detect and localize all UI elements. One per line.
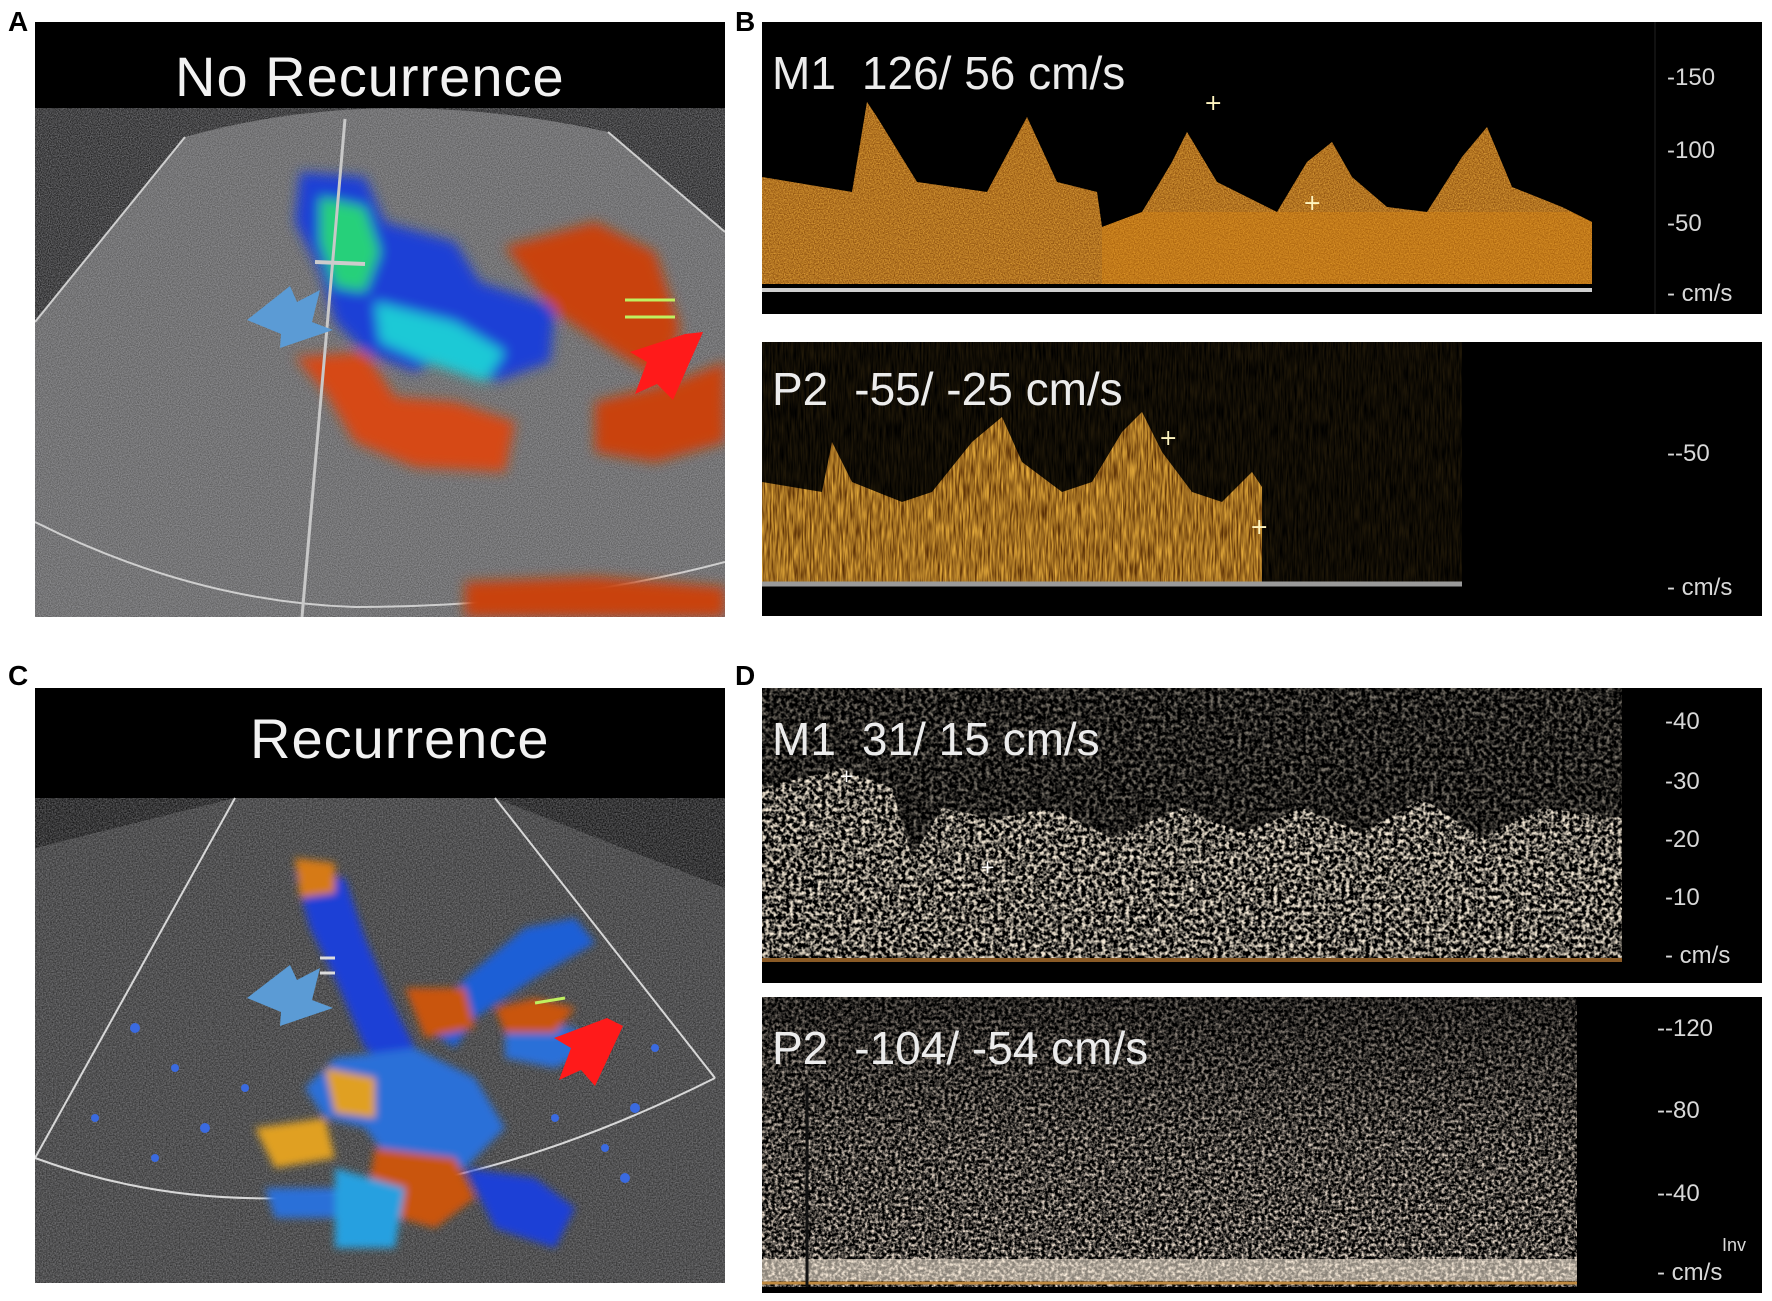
scale-tick-d-p2-2: --40 — [1657, 1180, 1700, 1207]
panel-title-a: No Recurrence — [175, 45, 565, 108]
doppler-waveform-d-p2 — [762, 997, 1762, 1293]
svg-text:+: + — [839, 766, 854, 787]
scale-tick-b-m1-1: -100 — [1667, 137, 1716, 164]
vessel-name-b-m1: M1 — [772, 47, 836, 99]
color-flow-c — [255, 858, 595, 1248]
panel-letter-b: B — [735, 6, 756, 37]
color-flow-a — [295, 172, 725, 617]
scale-tick-d-p2-1: --80 — [1657, 1097, 1700, 1124]
scale-tick-d-m1-4: - cm/s — [1665, 942, 1731, 969]
ultrasound-image-c — [35, 797, 725, 1283]
scale-tick-b-p2-1: - cm/s — [1667, 574, 1733, 601]
scale-tick-d-p2-3: Inv — [1722, 1235, 1747, 1255]
scale-tick-d-m1-3: -10 — [1665, 884, 1700, 911]
doppler-panel-b-p2: + + P2 -55/ -25 cm/s --50 - cm/s — [762, 342, 1762, 616]
doppler-waveform-b-p2: + + — [762, 342, 1462, 587]
doppler-label-d-p2: P2 -104/ -54 cm/s — [772, 1021, 1174, 1075]
scale-tick-d-m1-2: -20 — [1665, 826, 1700, 853]
doppler-label-b-p2: P2 -55/ -25 cm/s — [772, 362, 1149, 416]
svg-text:+: + — [1303, 191, 1321, 216]
doppler-label-b-m1: M1 126/ 56 cm/s — [772, 46, 1151, 100]
doppler-waveform-d-m1: + + — [762, 688, 1622, 962]
doppler-panel-d-p2: P2 -104/ -54 cm/s --120 --80 --40 Inv - c… — [762, 997, 1762, 1293]
panel-title-c: Recurrence — [250, 707, 550, 770]
scale-tick-d-m1-0: -40 — [1665, 708, 1700, 735]
blue-arrow-icon — [247, 286, 333, 348]
vessel-name-b-p2: P2 — [772, 363, 829, 415]
ultrasound-image-a — [35, 108, 725, 617]
scale-tick-b-m1-2: -50 — [1667, 210, 1702, 237]
vessel-name-d-p2: P2 — [772, 1022, 829, 1074]
panel-letter-c: C — [8, 660, 29, 691]
scale-tick-d-m1-1: -30 — [1665, 768, 1700, 795]
doppler-panel-b-m1: + + M1 126/ 56 cm/s -150 -100 -50 - cm/s — [762, 22, 1762, 314]
scale-tick-d-p2-0: --120 — [1657, 1015, 1714, 1042]
svg-text:+: + — [1204, 91, 1222, 116]
scale-tick-b-p2-0: --50 — [1667, 440, 1710, 467]
doppler-panel-d-m1: + + M1 31/ 15 cm/s -40 -30 -20 -10 - cm/s — [762, 688, 1762, 983]
scale-tick-b-m1-3: - cm/s — [1667, 280, 1733, 307]
velocity-d-m1: 31/ 15 cm/s — [861, 713, 1100, 765]
red-arrow-icon — [554, 1018, 623, 1086]
velocity-b-m1: 126/ 56 cm/s — [861, 47, 1126, 99]
velocity-d-p2: -104/ -54 cm/s — [854, 1022, 1149, 1074]
blue-arrow-icon — [247, 965, 333, 1026]
svg-text:+: + — [1159, 426, 1177, 451]
scale-tick-b-m1-0: -150 — [1667, 64, 1716, 91]
doppler-waveform-b-m1: + + — [762, 22, 1656, 314]
vessel-name-d-m1: M1 — [772, 713, 836, 765]
red-arrow-icon — [630, 332, 703, 400]
panel-letter-a: A — [8, 6, 29, 37]
scale-tick-d-p2-4: - cm/s — [1657, 1259, 1723, 1286]
ultrasound-panel-c: Recurrence — [35, 688, 725, 1283]
panel-letter-d: D — [735, 660, 756, 691]
svg-text:+: + — [980, 857, 995, 878]
doppler-label-d-m1: M1 31/ 15 cm/s — [772, 712, 1126, 766]
velocity-b-p2: -55/ -25 cm/s — [854, 363, 1123, 415]
ultrasound-panel-a: No Recurrence — [35, 22, 725, 617]
svg-text:+: + — [1250, 515, 1268, 540]
